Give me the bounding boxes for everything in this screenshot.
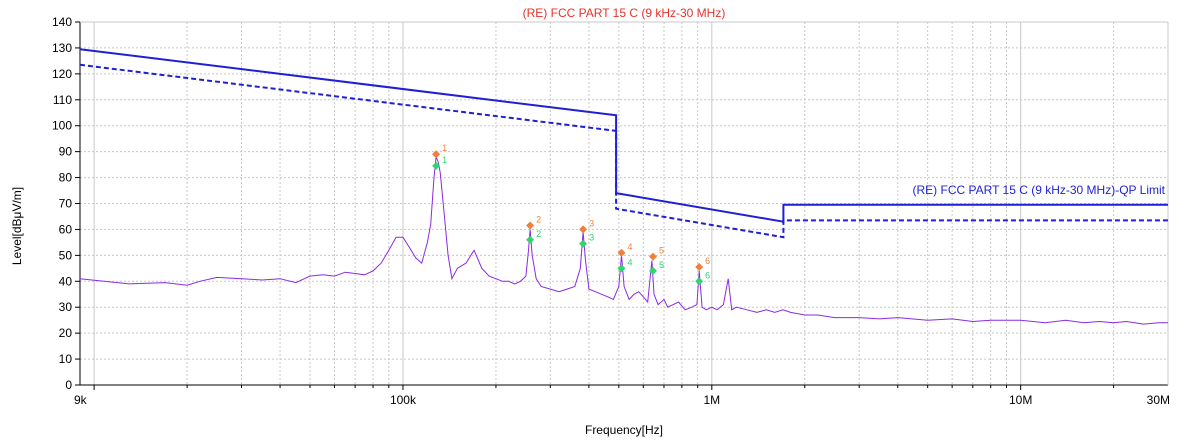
peak-marker-label: 6 (705, 256, 710, 266)
qp-marker-label: 2 (536, 229, 541, 239)
y-tick-label: 110 (53, 93, 72, 107)
peak-marker-label: 4 (627, 242, 632, 252)
y-tick-label: 100 (52, 119, 72, 133)
y-tick-label: 120 (52, 67, 72, 81)
qp-marker (579, 239, 588, 248)
x-tick-label: 10M (1009, 393, 1032, 407)
qp-marker-label: 3 (589, 233, 594, 243)
y-tick-label: 80 (59, 171, 73, 185)
y-tick-label: 90 (59, 145, 73, 159)
limit-line-label: (RE) FCC PART 15 C (9 kHz-30 MHz)-QP Lim… (913, 183, 1166, 197)
qp-marker-label: 6 (705, 270, 710, 280)
x-tick-label: 9k (74, 393, 88, 407)
y-axis-label: Level[dBμV/m] (10, 187, 24, 265)
chart-title: (RE) FCC PART 15 C (9 kHz-30 MHz) (523, 6, 726, 20)
y-tick-label: 70 (59, 197, 73, 211)
qp-marker (432, 161, 441, 170)
y-tick-label: 20 (59, 326, 73, 340)
peak-marker (695, 263, 704, 272)
grid (80, 21, 1168, 385)
y-tick-label: 140 (52, 15, 72, 29)
peak-marker (526, 221, 535, 230)
qp-marker-label: 5 (659, 260, 664, 270)
x-tick-label: 30M (1147, 393, 1170, 407)
x-tick-label: 1M (703, 393, 720, 407)
peak-marker-label: 1 (442, 143, 447, 153)
y-tick-label: 40 (59, 274, 73, 288)
qp-marker (526, 235, 535, 244)
axes: 0 10 20 30 40 50 60 70 80 90 100 110 120 130 140 9k 100k… (52, 15, 1170, 407)
y-tick-label: 50 (59, 248, 73, 262)
qp-marker-label: 4 (627, 257, 632, 267)
qp-limit-line (79, 48, 1168, 223)
y-tick-label: 60 (59, 222, 73, 236)
qp-marker (617, 264, 626, 273)
peak-marker (579, 225, 588, 234)
av-limit-line (79, 63, 1168, 239)
peak-marker (432, 150, 441, 159)
qp-marker (648, 266, 657, 275)
peak-marker-label: 2 (536, 215, 541, 225)
series-layer (79, 48, 1168, 325)
y-tick-label: 30 (59, 300, 73, 314)
x-axis-label: Frequency[Hz] (585, 423, 663, 437)
qp-marker-label: 1 (442, 155, 447, 165)
y-tick-label: 0 (65, 378, 72, 392)
peak-marker (648, 252, 657, 261)
x-tick-label: 100k (390, 393, 417, 407)
y-tick-label: 10 (59, 352, 73, 366)
peak-marker (617, 248, 626, 257)
measurement-trace (79, 156, 1168, 325)
qp-marker (695, 277, 704, 286)
marker-layer: 1 1 2 2 3 3 4 4 5 5 6 6 (432, 143, 710, 286)
peak-marker-label: 3 (589, 218, 594, 228)
peak-marker-label: 5 (659, 246, 664, 256)
y-tick-label: 130 (52, 41, 72, 55)
